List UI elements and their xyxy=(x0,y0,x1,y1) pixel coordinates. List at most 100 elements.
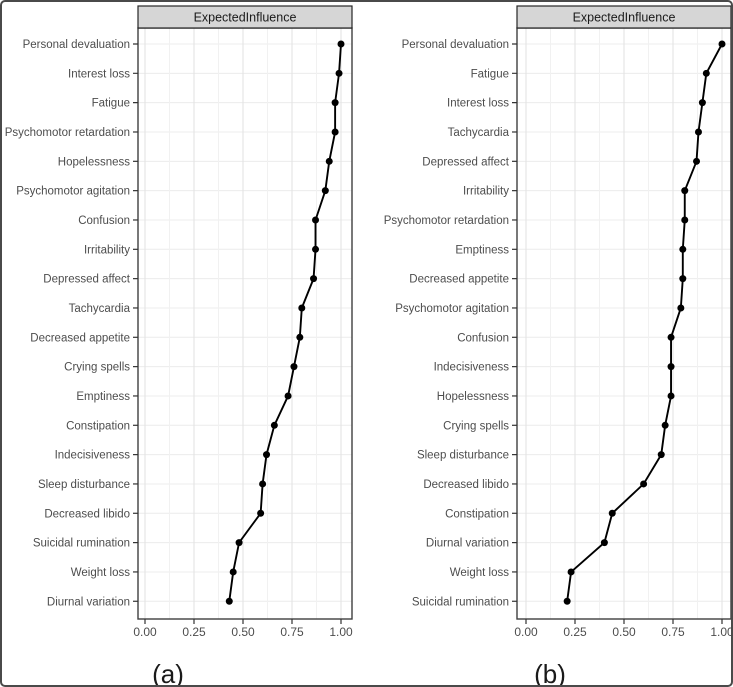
x-axis-tick-label: 0.75 xyxy=(661,625,685,639)
data-point xyxy=(608,509,616,517)
y-axis-label: Depressed affect xyxy=(422,156,510,168)
data-point xyxy=(667,392,675,400)
strip-title: ExpectedInfluence xyxy=(194,11,297,25)
y-axis-label: Confusion xyxy=(78,215,130,227)
y-axis-label: Constipation xyxy=(66,420,130,432)
y-axis-label: Interest loss xyxy=(447,98,509,110)
data-point xyxy=(325,157,333,165)
data-line xyxy=(566,43,723,602)
x-axis-tick-label: 0.25 xyxy=(182,625,206,639)
y-axis-label: Crying spells xyxy=(64,362,130,374)
y-axis-label: Psychomotor agitation xyxy=(16,186,130,198)
y-axis-label: Decreased appetite xyxy=(30,332,130,344)
y-axis-label: Hopelessness xyxy=(437,391,509,403)
y-axis-label: Diurnal variation xyxy=(426,538,509,550)
x-axis-tick-label: 0.00 xyxy=(514,625,538,639)
data-line xyxy=(228,43,342,602)
y-axis-label: Irritability xyxy=(463,186,509,198)
y-axis-label: Personal devaluation xyxy=(23,39,130,51)
strip xyxy=(137,5,353,29)
panel-a-chart: ExpectedInfluence Personal devaluation Int… xyxy=(5,5,353,687)
data-point xyxy=(310,275,318,283)
x-axis-tick-label: 1.00 xyxy=(329,625,353,639)
data-point xyxy=(290,363,298,371)
data-point xyxy=(321,187,329,195)
y-axis-label: Hopelessness xyxy=(58,156,130,168)
y-axis-label: Weight loss xyxy=(450,567,509,579)
y-axis-label: Psychomotor retardation xyxy=(5,127,130,139)
y-axis-label: Indecisiveness xyxy=(55,450,131,462)
data-point xyxy=(263,451,271,459)
data-point xyxy=(298,304,306,312)
data-point xyxy=(657,451,665,459)
y-axis-label: Irritability xyxy=(84,244,130,256)
y-axis-label: Diurnal variation xyxy=(47,596,130,608)
data-point xyxy=(331,128,339,136)
y-axis-label: Depressed affect xyxy=(43,274,131,286)
data-point xyxy=(702,69,710,77)
y-axis-label: Decreased appetite xyxy=(409,274,509,286)
data-point xyxy=(259,480,267,488)
y-axis-label: Suicidal rumination xyxy=(33,538,130,550)
data-point xyxy=(679,245,687,253)
data-point xyxy=(679,275,687,283)
data-point xyxy=(694,128,702,136)
x-axis-tick-label: 1.00 xyxy=(710,625,733,639)
y-axis-label: Emptiness xyxy=(76,391,130,403)
panel-caption: (b) xyxy=(534,659,566,687)
data-point xyxy=(337,40,345,48)
x-axis-tick-label: 0.75 xyxy=(280,625,304,639)
y-axis-label: Tachycardia xyxy=(69,303,131,315)
strip xyxy=(516,5,731,29)
y-axis-label: Sleep disturbance xyxy=(38,479,130,491)
y-axis-label: Crying spells xyxy=(443,420,509,432)
data-point xyxy=(681,187,689,195)
y-axis-label: Psychomotor retardation xyxy=(384,215,509,227)
data-point xyxy=(677,304,685,312)
data-point xyxy=(331,99,339,107)
y-axis-label: Tachycardia xyxy=(448,127,510,139)
y-axis-label: Fatigue xyxy=(92,98,130,110)
y-axis-label: Decreased libido xyxy=(423,479,509,491)
data-point xyxy=(667,363,675,371)
x-axis-tick-label: 0.00 xyxy=(133,625,157,639)
x-axis-tick-label: 0.50 xyxy=(612,625,636,639)
data-point xyxy=(235,539,243,547)
data-point xyxy=(640,480,648,488)
data-point xyxy=(667,333,675,341)
y-axis-label: Suicidal rumination xyxy=(412,596,509,608)
y-axis-label: Indecisiveness xyxy=(434,362,510,374)
data-point xyxy=(270,421,278,429)
y-axis-label: Decreased libido xyxy=(44,508,130,520)
data-point xyxy=(563,597,571,605)
data-point xyxy=(312,245,320,253)
data-point xyxy=(225,597,233,605)
x-axis-tick-label: 0.25 xyxy=(563,625,587,639)
y-axis-label: Sleep disturbance xyxy=(417,450,509,462)
data-point xyxy=(312,216,320,224)
x-axis-tick-label: 0.50 xyxy=(231,625,255,639)
y-axis-label: Confusion xyxy=(457,332,509,344)
data-point xyxy=(600,539,608,547)
y-axis-label: Interest loss xyxy=(68,68,130,80)
data-point xyxy=(284,392,292,400)
y-axis-label: Personal devaluation xyxy=(402,39,509,51)
data-point xyxy=(257,509,265,517)
data-point xyxy=(296,333,304,341)
y-axis-label: Constipation xyxy=(445,508,509,520)
panel-caption: (a) xyxy=(152,659,184,687)
y-axis-label: Weight loss xyxy=(71,567,130,579)
y-axis-label: Psychomotor agitation xyxy=(395,303,509,315)
data-point xyxy=(661,421,669,429)
data-point xyxy=(335,69,343,77)
data-point xyxy=(567,568,575,576)
data-point xyxy=(229,568,237,576)
data-point xyxy=(681,216,689,224)
y-axis-label: Emptiness xyxy=(455,244,509,256)
y-axis-label: Fatigue xyxy=(471,68,509,80)
data-point xyxy=(698,99,706,107)
panel-background xyxy=(138,28,352,619)
data-point xyxy=(718,40,726,48)
panel-b-chart: ExpectedInfluence Personal devaluation Fat… xyxy=(384,5,733,687)
